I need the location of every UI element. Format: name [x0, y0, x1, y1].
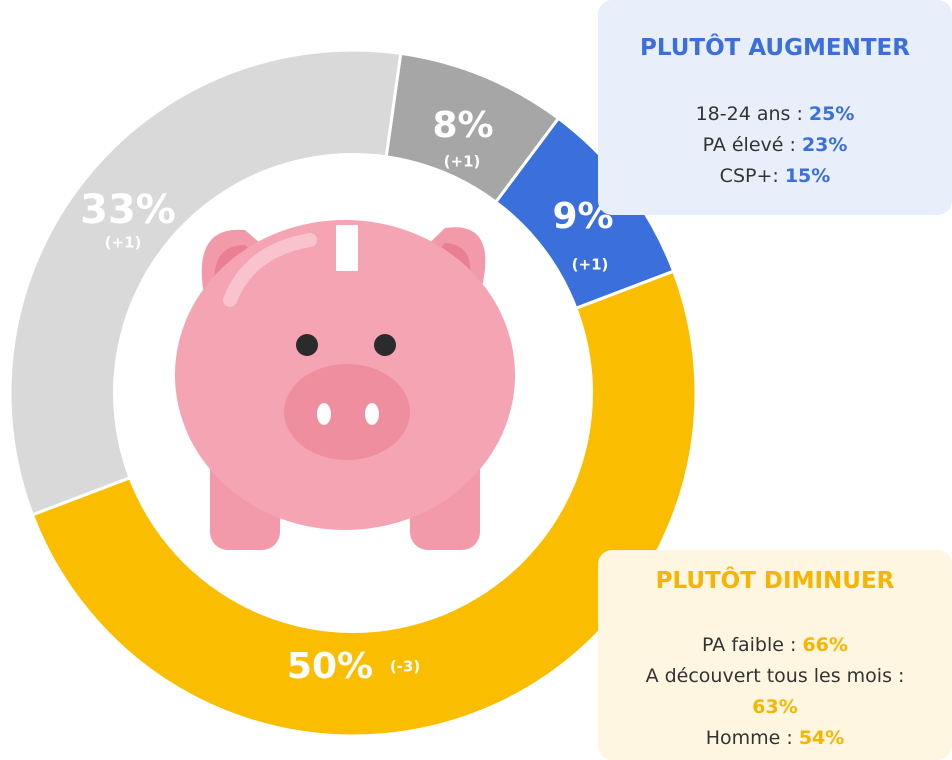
data-label: 33%: [80, 187, 176, 233]
line-label: A découvert tous les mois :: [646, 665, 905, 687]
line-value: 23%: [802, 134, 847, 156]
change-label: (+1): [105, 234, 142, 252]
data-label: 50%: [287, 646, 373, 687]
callout-line: A découvert tous les mois : 63%: [628, 661, 922, 723]
callout-line: CSP+: 15%: [628, 161, 922, 192]
line-value: 54%: [799, 727, 844, 749]
change-label: (+1): [572, 256, 609, 274]
callout-line: Homme : 54%: [628, 723, 922, 754]
line-label: Homme :: [706, 727, 799, 749]
line-value: 63%: [752, 696, 797, 718]
line-label: 18-24 ans :: [696, 103, 809, 125]
line-label: PA élevé :: [703, 134, 802, 156]
callout-line: 18-24 ans : 25%: [628, 99, 922, 130]
data-label: 8%: [432, 105, 493, 146]
page: 8%(+1)9%(+1)50%(-3)33%(+1) PLUTÔT AUGMEN…: [0, 0, 952, 760]
line-value: 15%: [785, 165, 830, 187]
callout-line: PA faible : 66%: [628, 630, 922, 661]
callout-title: PLUTÔT DIMINUER: [628, 566, 922, 596]
line-label: PA faible :: [702, 634, 802, 656]
change-label: (-3): [390, 658, 420, 676]
line-value: 25%: [809, 103, 854, 125]
callout-title: PLUTÔT AUGMENTER: [628, 33, 922, 63]
piggy-bank: [175, 220, 515, 550]
change-label: (+1): [444, 153, 481, 171]
callout-line: PA élevé : 23%: [628, 130, 922, 161]
line-value: 66%: [802, 634, 847, 656]
line-label: CSP+:: [720, 165, 785, 187]
